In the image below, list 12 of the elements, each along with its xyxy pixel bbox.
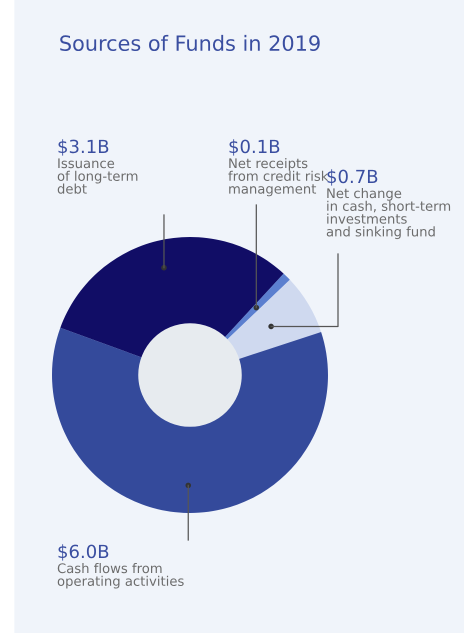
donut-slice (224, 274, 290, 340)
slice-label: Net change in cash, short-term investments and sinking fund (326, 188, 450, 240)
donut-slice (52, 328, 328, 513)
data-label: $0.7B (328, 169, 378, 186)
data-label: $6.0B (58, 544, 108, 561)
chart-title: Sources of Funds in 2019 (60, 34, 320, 52)
slice-label: Issuance of long-term debt (58, 158, 138, 194)
data-label: $0.1B (230, 139, 280, 156)
donut-slice (60, 237, 284, 358)
data-label: $3.1B (58, 139, 108, 156)
donut-slice (226, 280, 322, 360)
slice-label: Cash flows from operating activities (58, 563, 184, 589)
